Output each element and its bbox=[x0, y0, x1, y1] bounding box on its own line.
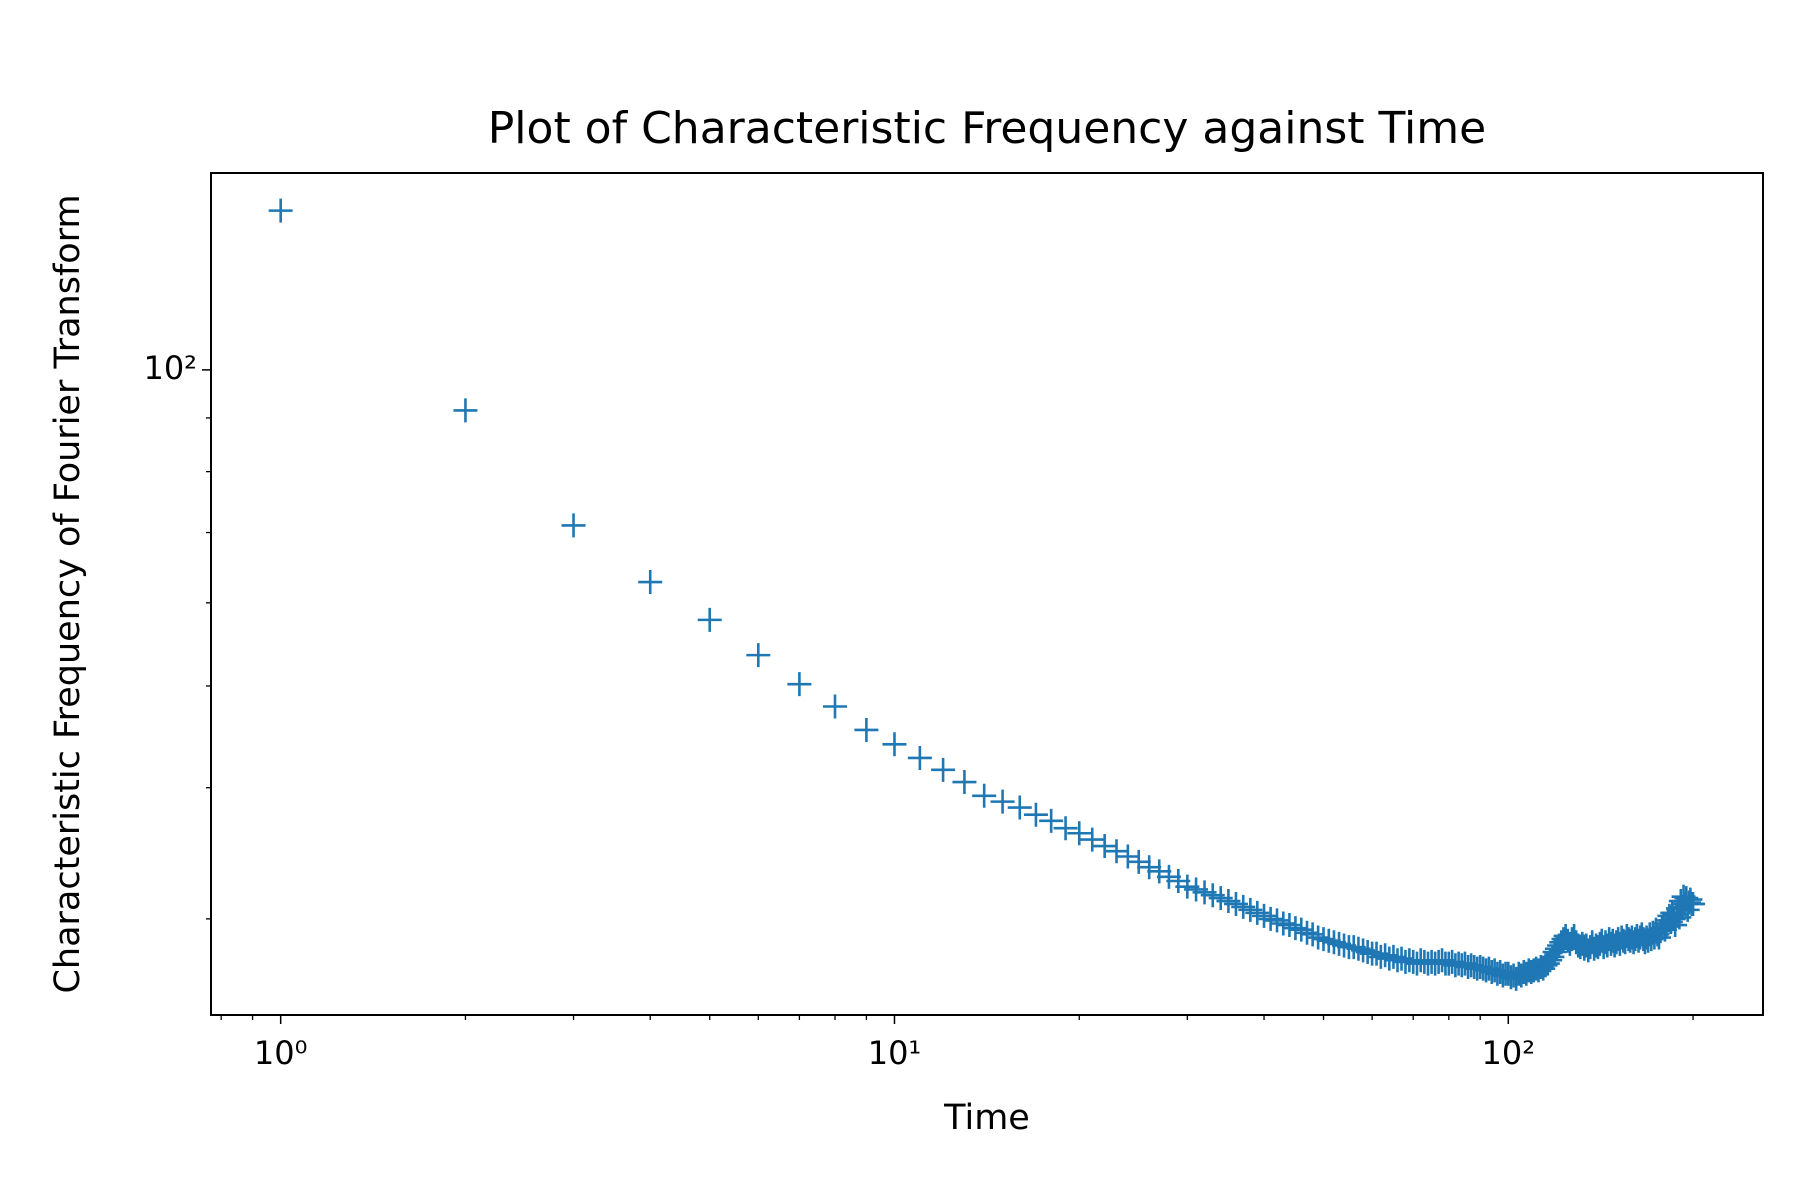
marker bbox=[1440, 949, 1465, 974]
chart-title: Plot of Characteristic Frequency against… bbox=[488, 103, 1486, 154]
marker bbox=[1332, 933, 1357, 958]
marker bbox=[1311, 927, 1336, 952]
marker bbox=[1156, 864, 1181, 889]
marker bbox=[561, 513, 586, 538]
marker bbox=[1341, 935, 1366, 960]
x-tick-label: 10⁰ bbox=[254, 1034, 308, 1072]
marker bbox=[822, 694, 847, 719]
y-axis-label: Characteristic Frequency of Fourier Tran… bbox=[48, 194, 88, 993]
marker bbox=[453, 398, 478, 423]
marker bbox=[1067, 821, 1092, 846]
marker bbox=[1289, 917, 1314, 942]
marker bbox=[1327, 931, 1352, 956]
marker bbox=[638, 570, 663, 595]
marker bbox=[1283, 916, 1308, 941]
marker bbox=[1053, 816, 1078, 841]
x-axis-label: Time bbox=[943, 1098, 1030, 1138]
marker bbox=[1277, 913, 1302, 938]
marker bbox=[1265, 908, 1290, 933]
marker bbox=[972, 783, 997, 808]
marker bbox=[1316, 928, 1341, 953]
marker bbox=[1258, 906, 1283, 931]
marker bbox=[1681, 891, 1706, 916]
x-tick-label: 10¹ bbox=[868, 1034, 922, 1072]
marker bbox=[1115, 844, 1140, 869]
marker bbox=[1542, 940, 1567, 965]
marker bbox=[697, 607, 722, 632]
x-tick-label: 10² bbox=[1482, 1034, 1536, 1072]
marker bbox=[1271, 911, 1296, 936]
marker bbox=[882, 732, 907, 757]
plot-frame bbox=[210, 172, 1764, 1016]
marker bbox=[1252, 903, 1277, 928]
marker bbox=[907, 745, 932, 770]
marker bbox=[1092, 834, 1117, 859]
marker bbox=[1678, 887, 1703, 912]
marker bbox=[746, 643, 771, 668]
marker bbox=[1039, 808, 1064, 833]
marker bbox=[1295, 920, 1320, 945]
marker bbox=[1677, 890, 1702, 915]
marker bbox=[1023, 802, 1048, 827]
marker bbox=[1321, 930, 1346, 955]
marker bbox=[1661, 906, 1686, 931]
marker bbox=[952, 770, 977, 795]
marker bbox=[990, 789, 1015, 814]
marker bbox=[1147, 859, 1172, 884]
marker bbox=[268, 198, 293, 223]
marker bbox=[1104, 839, 1129, 864]
marker bbox=[1007, 795, 1032, 820]
marker bbox=[1300, 922, 1325, 947]
marker bbox=[1126, 849, 1151, 874]
marker bbox=[931, 757, 956, 782]
marker bbox=[1306, 925, 1331, 950]
y-tick-label: 10² bbox=[143, 349, 197, 387]
marker bbox=[1137, 855, 1162, 880]
marker bbox=[854, 717, 879, 742]
marker bbox=[1080, 827, 1105, 852]
marker bbox=[787, 672, 812, 697]
